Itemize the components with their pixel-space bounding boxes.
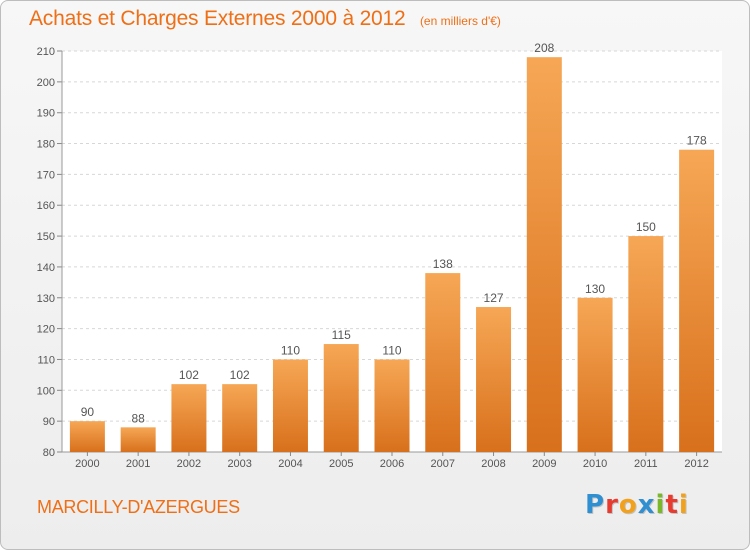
x-tick-label: 2010 — [583, 458, 607, 470]
chart-unit: (en milliers d'€) — [419, 14, 501, 28]
bar-value-label: 127 — [484, 291, 504, 305]
logo-letter: o — [618, 490, 638, 520]
bar — [526, 57, 562, 453]
x-tick-label: 2012 — [684, 458, 708, 470]
y-tick-label: 130 — [37, 293, 55, 305]
x-tick-label: 2006 — [380, 458, 404, 470]
y-tick-label: 150 — [37, 231, 55, 243]
bar — [323, 344, 359, 452]
bar-value-label: 110 — [281, 343, 300, 357]
bar — [679, 149, 715, 452]
y-tick-label: 210 — [37, 46, 55, 58]
bar-value-label: 102 — [230, 368, 250, 382]
x-tick-label: 2005 — [329, 458, 353, 470]
y-tick-label: 100 — [37, 385, 55, 397]
bar-value-label: 178 — [687, 134, 707, 148]
bar-value-label: 208 — [534, 41, 554, 55]
bar — [222, 384, 258, 452]
bar — [425, 273, 461, 452]
y-tick-label: 200 — [37, 77, 55, 89]
logo-letter: i — [678, 490, 689, 520]
logo-letter: x — [637, 490, 656, 520]
y-tick-label: 180 — [37, 139, 55, 151]
bar — [171, 384, 207, 452]
x-tick-label: 2004 — [278, 458, 302, 470]
logo-letter: r — [605, 490, 619, 520]
bar-value-label: 130 — [585, 282, 605, 296]
bar-value-label: 102 — [179, 368, 199, 382]
x-tick-label: 2011 — [634, 458, 658, 470]
y-tick-label: 80 — [43, 447, 55, 459]
proxiti-logo: Proxiti — [585, 490, 689, 520]
x-tick-label: 2001 — [126, 458, 150, 470]
x-tick-label: 2000 — [75, 458, 99, 470]
logo-letter: P — [585, 490, 606, 520]
y-tick-label: 140 — [37, 262, 55, 274]
bar-value-label: 150 — [636, 220, 656, 234]
y-tick-label: 190 — [37, 108, 55, 120]
bar-value-label: 88 — [131, 411, 145, 425]
logo-letter: i — [655, 490, 666, 520]
y-tick-label: 160 — [37, 200, 55, 212]
bar-value-label: 90 — [81, 405, 95, 419]
bar — [374, 359, 410, 452]
bar-value-label: 110 — [382, 343, 401, 357]
y-tick-label: 110 — [37, 354, 55, 366]
x-tick-label: 2002 — [177, 458, 201, 470]
bar-value-label: 138 — [433, 257, 453, 271]
chart-title: Achats et Charges Externes 2000 à 2012 — [29, 7, 406, 30]
y-tick-label: 170 — [37, 169, 55, 181]
x-tick-label: 2003 — [227, 458, 251, 470]
bar — [272, 359, 308, 452]
y-tick-label: 120 — [37, 324, 55, 336]
bar — [628, 236, 664, 452]
logo-letter: t — [665, 490, 679, 520]
bar — [476, 307, 512, 452]
city-name: MARCILLY-D'AZERGUES — [37, 497, 240, 517]
title-row: Achats et Charges Externes 2000 à 2012 (… — [29, 7, 501, 31]
bar — [69, 421, 105, 452]
x-tick-label: 2008 — [481, 458, 505, 470]
bar-value-label: 115 — [332, 328, 351, 342]
bar — [120, 427, 156, 452]
x-tick-label: 2007 — [431, 458, 455, 470]
y-tick-label: 90 — [43, 416, 55, 428]
bar — [577, 297, 613, 452]
x-tick-label: 2009 — [532, 458, 556, 470]
